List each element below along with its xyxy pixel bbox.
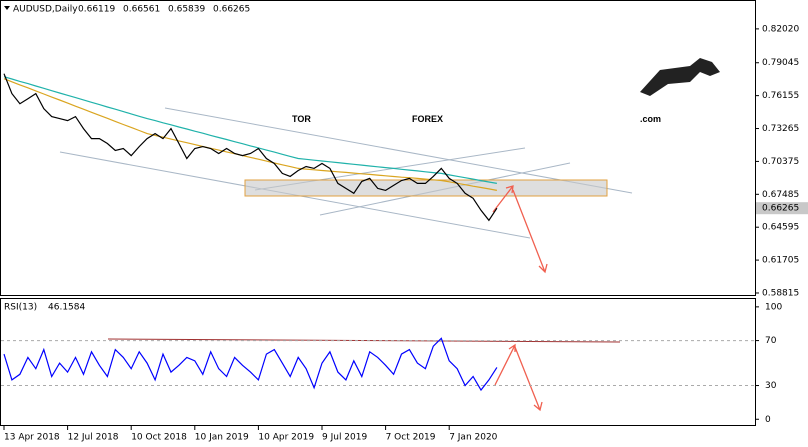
x-tick-label: 13 Apr 2018 xyxy=(4,433,60,443)
x-tick-label: 7 Oct 2019 xyxy=(386,433,436,443)
arrow xyxy=(494,343,543,412)
y-tick-label: 30 xyxy=(765,381,777,391)
arrow xyxy=(492,185,548,274)
zone xyxy=(244,179,608,197)
y-tick-label: 0.76155 xyxy=(762,91,799,101)
y-tick-label: 0.82020 xyxy=(762,24,799,34)
ohlc-value: 0.65839 xyxy=(168,5,205,15)
x-tick-label: 9 Jul 2019 xyxy=(322,433,367,443)
x-tick-label: 7 Jan 2020 xyxy=(449,433,497,443)
ohlc-value: 0.66265 xyxy=(213,5,250,15)
ohlc-value: 0.66561 xyxy=(123,5,160,15)
watermark-com: .com xyxy=(640,114,661,124)
header-marker xyxy=(4,6,10,10)
series-line xyxy=(3,337,498,392)
channel-line xyxy=(164,107,633,194)
rsi-title: RSI(13) xyxy=(4,303,37,313)
y-tick-label: 0.70375 xyxy=(762,157,799,167)
ohlc-value: 0.66119 xyxy=(78,5,115,15)
watermark-forex: FOREX xyxy=(412,114,443,124)
drawings xyxy=(59,107,633,412)
series-line xyxy=(3,73,498,222)
last-price-label: 0.66265 xyxy=(762,204,799,214)
x-tick-label: 12 Jul 2018 xyxy=(68,433,119,443)
y-tick-label: 0.58815 xyxy=(762,288,799,298)
watermark: TOR FOREX .com xyxy=(292,58,720,124)
price-panel xyxy=(0,0,756,296)
x-tick-label: 10 Oct 2018 xyxy=(131,433,187,443)
y-tick-label: 0 xyxy=(765,415,771,425)
y-tick-label: 0.61705 xyxy=(762,256,799,266)
rsi-panel xyxy=(0,298,756,426)
last-price-box xyxy=(756,202,808,215)
series-line xyxy=(3,78,498,191)
rsi-value: 46.1584 xyxy=(48,303,85,313)
watermark-tor: TOR xyxy=(292,114,311,124)
bull-logo xyxy=(640,58,720,96)
x-tick-label: 10 Jan 2019 xyxy=(195,433,249,443)
symbol: AUDUSD,Daily xyxy=(13,5,78,15)
y-tick-label: 0.79045 xyxy=(762,58,799,68)
y-tick-label: 70 xyxy=(765,336,777,346)
y-tick-label: 0.64595 xyxy=(762,223,799,233)
series-line xyxy=(3,76,498,184)
y-tick-label: 100 xyxy=(765,302,782,312)
x-tick-label: 10 Apr 2019 xyxy=(258,433,314,443)
y-tick-label: 0.73265 xyxy=(762,124,799,134)
y-tick-label: 0.67485 xyxy=(762,190,799,200)
